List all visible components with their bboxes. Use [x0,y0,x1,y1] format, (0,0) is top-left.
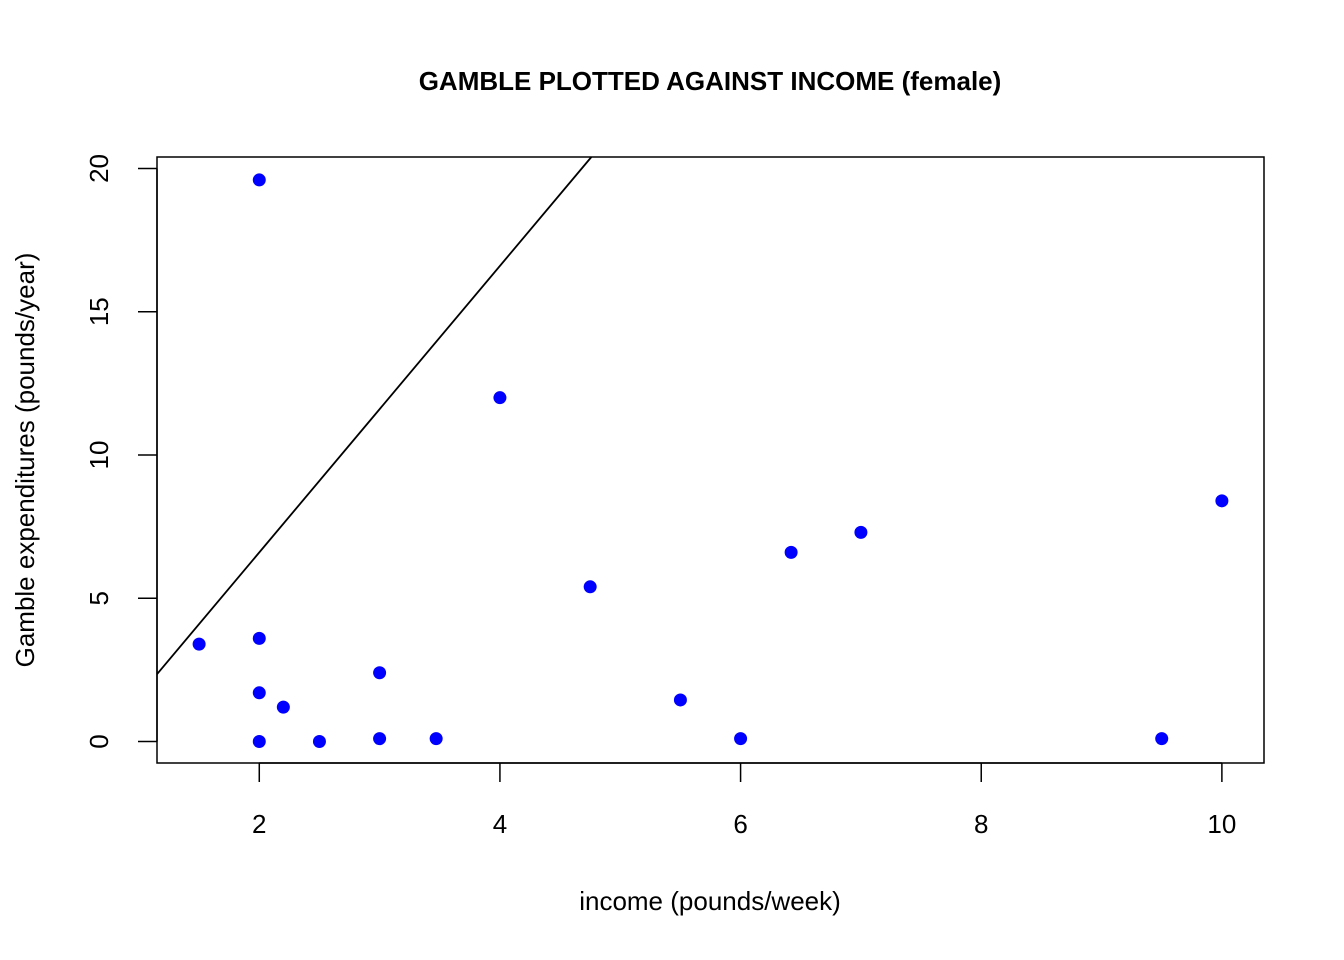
y-axis: 0 5 10 15 20 [84,154,158,749]
y-tick-label: 5 [84,591,114,605]
y-tick-label: 20 [84,154,114,183]
data-point [583,580,597,594]
data-point [252,686,266,700]
x-tick-label: 2 [252,809,266,839]
data-point [854,525,868,539]
y-tick-label: 0 [84,734,114,748]
y-tick-label: 15 [84,297,114,326]
data-point [252,173,266,187]
data-point [312,735,326,749]
data-point [673,693,687,707]
data-point [276,700,290,714]
reference-line [156,156,593,675]
data-point [1215,494,1229,508]
data-point [784,545,798,559]
reference-line-layer [156,156,593,675]
data-point [373,732,387,746]
data-point [1155,732,1169,746]
y-axis-label: Gamble expenditures (pounds/year) [10,253,40,668]
chart-title: GAMBLE PLOTTED AGAINST INCOME (female) [419,66,1002,96]
x-tick-label: 10 [1207,809,1236,839]
data-point [252,631,266,645]
x-tick-label: 6 [733,809,747,839]
data-point [429,732,443,746]
data-point [373,666,387,680]
y-tick-label: 10 [84,441,114,470]
data-point [493,391,507,405]
x-tick-label: 8 [974,809,988,839]
data-point [734,732,748,746]
x-axis-label: income (pounds/week) [579,886,841,916]
x-axis: 2 4 6 8 10 [252,762,1236,839]
x-tick-label: 4 [493,809,507,839]
plot-frame [156,156,1265,764]
points-layer [192,173,1229,749]
data-point [252,735,266,749]
data-point [192,637,206,651]
